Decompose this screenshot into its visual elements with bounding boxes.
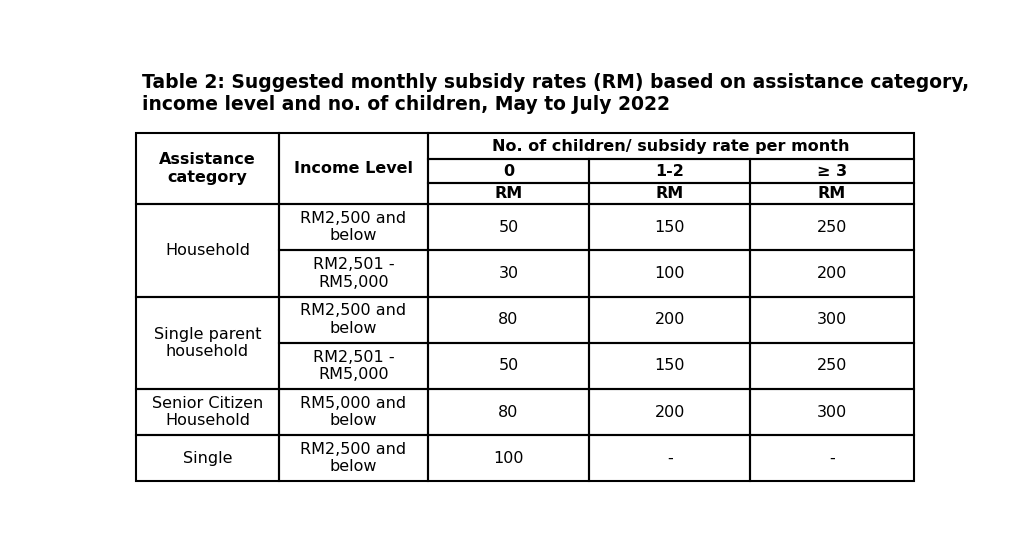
Text: No. of children/ subsidy rate per month: No. of children/ subsidy rate per month (493, 139, 850, 154)
Bar (280, 435, 428, 482)
Bar (428, 296, 589, 343)
Text: ≥ 3: ≥ 3 (817, 163, 847, 179)
Text: 150: 150 (654, 358, 685, 373)
Bar (280, 250, 428, 296)
Text: 250: 250 (817, 358, 847, 373)
Bar (589, 389, 751, 435)
Text: 80: 80 (499, 405, 519, 419)
Bar (589, 204, 751, 250)
Bar (136, 204, 280, 296)
Text: RM2,500 and
below: RM2,500 and below (300, 211, 407, 244)
Text: RM: RM (818, 186, 846, 201)
Bar (280, 389, 428, 435)
Bar (589, 159, 751, 182)
Text: -: - (829, 450, 835, 466)
Text: 100: 100 (494, 450, 523, 466)
Text: 50: 50 (499, 358, 518, 373)
Bar (280, 343, 428, 389)
Bar (280, 296, 428, 343)
Text: 200: 200 (654, 405, 685, 419)
Text: 1-2: 1-2 (655, 163, 684, 179)
Bar (428, 159, 589, 182)
Text: Household: Household (165, 243, 250, 258)
Bar (428, 250, 589, 296)
Bar (589, 182, 751, 204)
Bar (428, 204, 589, 250)
Bar (589, 296, 751, 343)
Bar (136, 296, 280, 389)
Text: Table 2: Suggested monthly subsidy rates (RM) based on assistance category,
inco: Table 2: Suggested monthly subsidy rates… (142, 73, 969, 114)
Text: 300: 300 (817, 405, 847, 419)
Text: Single parent
household: Single parent household (154, 327, 261, 359)
Bar (280, 133, 428, 204)
Text: RM2,501 -
RM5,000: RM2,501 - RM5,000 (312, 257, 394, 289)
Bar (751, 343, 913, 389)
Text: RM: RM (655, 186, 684, 201)
Bar (136, 435, 280, 482)
Bar (751, 159, 913, 182)
Text: Single: Single (182, 450, 232, 466)
Text: RM2,500 and
below: RM2,500 and below (300, 442, 407, 474)
Text: RM2,501 -
RM5,000: RM2,501 - RM5,000 (312, 349, 394, 382)
Text: 300: 300 (817, 312, 847, 327)
Text: 80: 80 (499, 312, 519, 327)
Bar (751, 204, 913, 250)
Text: Income Level: Income Level (294, 161, 413, 176)
Bar (589, 250, 751, 296)
Text: 50: 50 (499, 219, 518, 235)
Bar (280, 204, 428, 250)
Bar (751, 250, 913, 296)
Text: 0: 0 (503, 163, 514, 179)
Bar (428, 389, 589, 435)
Text: Assistance
category: Assistance category (159, 152, 256, 185)
Bar (428, 133, 913, 159)
Bar (589, 343, 751, 389)
Text: RM: RM (495, 186, 522, 201)
Text: 200: 200 (817, 266, 847, 281)
Bar (751, 182, 913, 204)
Text: RM5,000 and
below: RM5,000 and below (300, 396, 407, 428)
Bar (751, 296, 913, 343)
Bar (751, 435, 913, 482)
Bar (428, 435, 589, 482)
Bar (751, 389, 913, 435)
Text: 250: 250 (817, 219, 847, 235)
Text: -: - (667, 450, 673, 466)
Text: RM2,500 and
below: RM2,500 and below (300, 304, 407, 336)
Bar (428, 182, 589, 204)
Text: Senior Citizen
Household: Senior Citizen Household (152, 396, 263, 428)
Text: 150: 150 (654, 219, 685, 235)
Text: 100: 100 (654, 266, 685, 281)
Bar (136, 389, 280, 435)
Text: 30: 30 (499, 266, 518, 281)
Text: 200: 200 (654, 312, 685, 327)
Bar (589, 435, 751, 482)
Bar (136, 133, 280, 204)
Bar (428, 343, 589, 389)
